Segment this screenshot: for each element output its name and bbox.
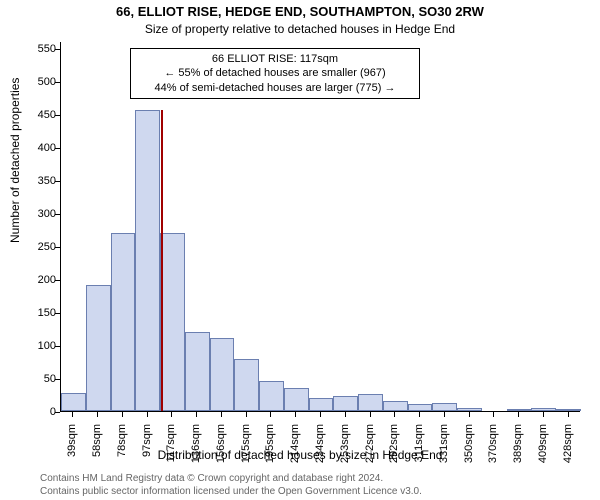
y-tick-label: 500: [16, 76, 56, 88]
y-tick-mark: [55, 148, 60, 149]
histogram-bar: [432, 403, 457, 411]
x-tick-mark: [469, 412, 470, 417]
histogram-bar: [160, 233, 185, 411]
y-tick-label: 450: [16, 109, 56, 121]
y-tick-label: 150: [16, 307, 56, 319]
x-tick-mark: [568, 412, 569, 417]
property-marker-line: [161, 110, 163, 411]
y-tick-mark: [55, 247, 60, 248]
x-tick-mark: [345, 412, 346, 417]
y-tick-mark: [55, 280, 60, 281]
attribution-line-1: Contains HM Land Registry data © Crown c…: [40, 473, 580, 486]
x-tick-mark: [97, 412, 98, 417]
histogram-bar: [234, 359, 259, 411]
x-tick-mark: [221, 412, 222, 417]
x-tick-mark: [171, 412, 172, 417]
attribution-line-2: Contains public sector information licen…: [40, 486, 580, 499]
histogram-bar: [531, 408, 556, 411]
histogram-bar: [185, 332, 210, 411]
x-tick-mark: [196, 412, 197, 417]
chart-subtitle: Size of property relative to detached ho…: [0, 22, 600, 36]
y-tick-mark: [55, 346, 60, 347]
y-tick-mark: [55, 181, 60, 182]
x-tick-mark: [493, 412, 494, 417]
x-tick-mark: [444, 412, 445, 417]
y-tick-label: 0: [16, 406, 56, 418]
y-tick-mark: [55, 313, 60, 314]
x-axis-label: Distribution of detached houses by size …: [0, 448, 600, 462]
y-tick-mark: [55, 82, 60, 83]
histogram-bar: [135, 110, 160, 411]
y-tick-label: 250: [16, 241, 56, 253]
histogram-bar: [111, 233, 136, 411]
histogram-bar: [383, 401, 408, 411]
histogram-bar: [86, 285, 111, 411]
annotation-line-1: 66 ELLIOT RISE: 117sqm: [137, 52, 413, 66]
y-tick-mark: [55, 412, 60, 413]
y-tick-mark: [55, 379, 60, 380]
x-tick-mark: [295, 412, 296, 417]
histogram-bar: [309, 398, 334, 411]
y-tick-mark: [55, 214, 60, 215]
histogram-bar: [333, 396, 358, 411]
x-tick-mark: [518, 412, 519, 417]
x-tick-mark: [543, 412, 544, 417]
x-tick-mark: [394, 412, 395, 417]
chart-title: 66, ELLIOT RISE, HEDGE END, SOUTHAMPTON,…: [0, 4, 600, 19]
y-tick-mark: [55, 115, 60, 116]
x-tick-mark: [72, 412, 73, 417]
histogram-bar: [358, 394, 383, 411]
histogram-bar: [457, 408, 482, 411]
chart-container: 66, ELLIOT RISE, HEDGE END, SOUTHAMPTON,…: [0, 0, 600, 500]
annotation-box: 66 ELLIOT RISE: 117sqm ← 55% of detached…: [130, 48, 420, 99]
x-tick-mark: [270, 412, 271, 417]
y-tick-label: 200: [16, 274, 56, 286]
x-tick-mark: [370, 412, 371, 417]
y-tick-mark: [55, 49, 60, 50]
histogram-bar: [284, 388, 309, 411]
x-tick-mark: [419, 412, 420, 417]
annotation-line-2: ← 55% of detached houses are smaller (96…: [137, 66, 413, 80]
attribution: Contains HM Land Registry data © Crown c…: [40, 473, 580, 498]
y-tick-label: 550: [16, 43, 56, 55]
y-tick-label: 50: [16, 373, 56, 385]
x-tick-mark: [320, 412, 321, 417]
y-tick-label: 100: [16, 340, 56, 352]
histogram-bar: [259, 381, 284, 411]
y-tick-label: 350: [16, 175, 56, 187]
annotation-line-3: 44% of semi-detached houses are larger (…: [137, 81, 413, 95]
histogram-bar: [507, 409, 532, 411]
histogram-bar: [210, 338, 235, 411]
histogram-bar: [408, 404, 433, 411]
y-tick-label: 400: [16, 142, 56, 154]
x-tick-mark: [246, 412, 247, 417]
x-tick-mark: [147, 412, 148, 417]
histogram-bar: [61, 393, 86, 412]
y-tick-label: 300: [16, 208, 56, 220]
x-tick-mark: [122, 412, 123, 417]
histogram-bar: [556, 409, 581, 411]
